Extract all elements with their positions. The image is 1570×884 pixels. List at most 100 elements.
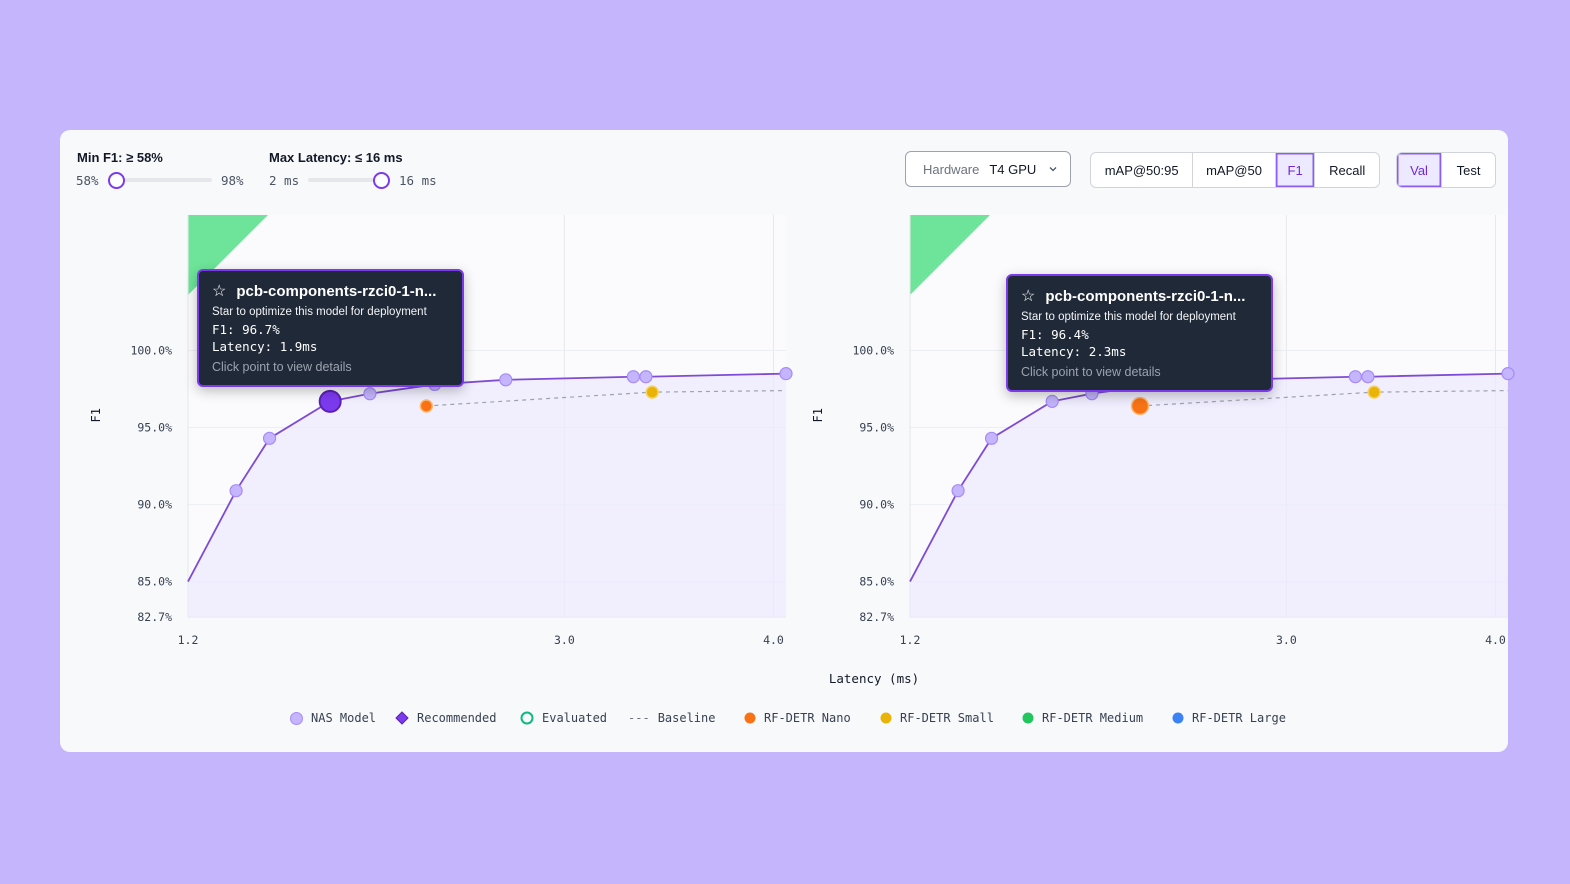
frontier-area <box>910 373 1508 617</box>
nas-model-point[interactable] <box>951 484 965 498</box>
legend-rf-detr-nano[interactable]: RF-DETR Nano <box>744 711 851 725</box>
x-tick-label: 1.2 <box>178 633 199 647</box>
tooltip-latency: Latency: 2.3ms <box>1021 344 1127 359</box>
nas-model-point[interactable] <box>984 431 999 445</box>
tab-map-50[interactable]: mAP@50 <box>1193 153 1276 187</box>
hardware-value: T4 GPU <box>989 161 1037 177</box>
legend-evaluated[interactable]: Evaluated <box>520 711 607 725</box>
legend-label: RF-DETR Small <box>900 711 994 725</box>
x-tick-label: 1.2 <box>900 633 921 647</box>
tooltip-f1: F1: 96.4% <box>1021 327 1089 342</box>
tooltip-title: pcb-components-rzci0-1-n... <box>1045 287 1246 305</box>
x-tick-label: 4.0 <box>763 633 784 647</box>
x-axis-label: Latency (ms) <box>828 671 920 686</box>
x-tick-label: 4.0 <box>1485 633 1506 647</box>
max-latency-max-value: 16 ms <box>399 173 437 188</box>
tab-test[interactable]: Test <box>1456 162 1481 178</box>
legend-rf-detr-medium[interactable]: RF-DETR Medium <box>1022 711 1143 725</box>
tooltip-subtitle: Star to optimize this model for deployme… <box>1021 311 1236 323</box>
min-f1-label: Min F1: ≥ 58% <box>77 150 163 165</box>
tooltip-subtitle: Star to optimize this model for deployme… <box>212 306 427 318</box>
legend-rf-detr-small[interactable]: RF-DETR Small <box>880 711 994 725</box>
x-tick-label: 3.0 <box>554 633 575 647</box>
nas-model-point[interactable] <box>779 367 793 381</box>
nas-model-point[interactable] <box>262 431 277 445</box>
min-f1-slider-thumb[interactable] <box>108 172 125 189</box>
legend-label: RF-DETR Medium <box>1042 711 1144 725</box>
x-tick-label: 3.0 <box>1276 633 1297 647</box>
nas-model-point[interactable] <box>639 370 653 384</box>
y-tick-label: 95.0% <box>137 421 172 435</box>
nas-model-point[interactable] <box>499 373 513 387</box>
hardware-label: Hardware <box>923 161 980 177</box>
y-axis-label: F1 <box>811 408 825 422</box>
dash-swatch-icon: --- <box>628 711 650 725</box>
model-tooltip-left: ☆ pcb-components-rzci0-1-n... Star to opt… <box>197 269 464 387</box>
rf-detr-small-point[interactable] <box>1367 385 1381 399</box>
y-tick-label: 90.0% <box>859 498 894 512</box>
max-latency-slider-track[interactable] <box>308 178 380 182</box>
ring-swatch-icon <box>520 711 534 725</box>
tooltip-latency: Latency: 1.9ms <box>212 339 318 354</box>
star-icon[interactable]: ☆ <box>212 283 227 300</box>
legend-label: NAS Model <box>311 711 377 725</box>
nas-model-point[interactable] <box>1501 367 1515 381</box>
max-latency-slider-thumb[interactable] <box>373 172 390 189</box>
chevron-down-icon <box>1049 167 1057 172</box>
tab-val[interactable]: Val <box>1397 153 1443 187</box>
frontier-area <box>188 373 786 617</box>
legend-label: Recommended <box>417 711 497 725</box>
legend-label: RF-DETR Nano <box>764 711 851 725</box>
max-latency-label: Max Latency: ≤ 16 ms <box>269 150 403 165</box>
min-f1-min-value: 58% <box>76 173 99 188</box>
tab-recall[interactable]: Recall <box>1329 162 1366 178</box>
rf-detr-small-point[interactable] <box>645 385 659 399</box>
min-f1-slider-track[interactable] <box>116 178 212 182</box>
split-tabs: Val Test <box>1396 152 1496 188</box>
legend-label: RF-DETR Large <box>1192 711 1286 725</box>
y-tick-label: 100.0% <box>130 344 172 358</box>
tab-f1[interactable]: F1 <box>1275 153 1316 187</box>
nas-model-point[interactable] <box>1045 394 1059 408</box>
legend-label: Baseline <box>657 711 716 725</box>
legend-nas-model[interactable]: NAS Model <box>290 711 376 725</box>
min-f1-max-value: 98% <box>221 173 244 188</box>
highlighted-point[interactable] <box>318 389 342 413</box>
model-tooltip-right: ☆ pcb-components-rzci0-1-n... Star to opt… <box>1006 274 1273 392</box>
y-tick-label: 85.0% <box>859 575 894 589</box>
y-tick-label: 82.7% <box>859 610 894 624</box>
legend-recommended[interactable]: Recommended <box>395 711 496 725</box>
nas-model-point[interactable] <box>626 370 640 384</box>
star-icon[interactable]: ☆ <box>1021 288 1036 305</box>
circle-swatch-icon <box>1022 712 1034 724</box>
circle-swatch-icon <box>1172 712 1184 724</box>
hardware-select[interactable]: Hardware T4 GPU <box>905 151 1071 187</box>
nas-model-point[interactable] <box>229 484 243 498</box>
pareto-card: Min F1: ≥ 58% 58% 98% Max Latency: ≤ 16 … <box>60 130 1515 752</box>
nas-model-point[interactable] <box>363 387 377 401</box>
tooltip-title: pcb-components-rzci0-1-n... <box>236 282 437 300</box>
metric-tabs: mAP@50:95 mAP@50 F1 Recall <box>1090 152 1380 188</box>
legend-baseline[interactable]: --- Baseline <box>628 711 715 725</box>
rf-detr-nano-point[interactable] <box>419 399 434 413</box>
optimal-region <box>910 215 990 295</box>
tooltip-f1: F1: 96.7% <box>212 322 280 337</box>
circle-swatch-icon <box>880 712 892 724</box>
max-latency-min-value: 2 ms <box>269 173 300 188</box>
circle-swatch-icon <box>290 711 303 725</box>
legend-rf-detr-large[interactable]: RF-DETR Large <box>1172 711 1286 725</box>
tooltip-footer: Click point to view details <box>212 360 352 374</box>
y-tick-label: 82.7% <box>137 610 172 624</box>
y-tick-label: 90.0% <box>137 498 172 512</box>
pareto-chart-left: 82.7% 85.0% 90.0% 95.0% 100.0% 1.2 3.0 4.0 F1 <box>89 215 793 647</box>
tooltip-footer: Click point to view details <box>1021 365 1161 379</box>
y-tick-label: 95.0% <box>859 421 894 435</box>
rf-detr-nano-point[interactable] <box>1130 396 1150 416</box>
nas-model-point[interactable] <box>1348 370 1362 384</box>
tab-map-50-95[interactable]: mAP@50:95 <box>1091 153 1194 187</box>
nas-model-point[interactable] <box>1361 370 1375 384</box>
y-tick-label: 100.0% <box>852 344 894 358</box>
circle-swatch-icon <box>744 712 756 724</box>
y-axis-label: F1 <box>89 408 103 422</box>
y-tick-label: 85.0% <box>137 575 172 589</box>
